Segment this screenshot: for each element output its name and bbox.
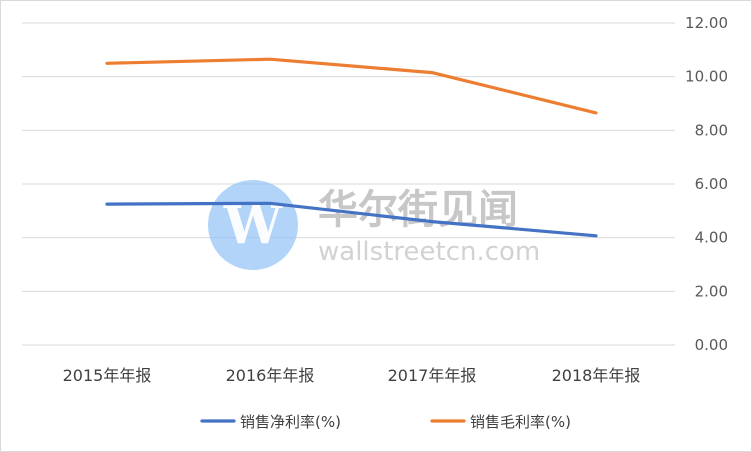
gridlines — [22, 22, 675, 346]
y-tick-label: 10.00 — [685, 68, 728, 86]
y-axis-ticks: 0.00 2.00 4.00 6.00 8.00 10.00 12.00 — [685, 14, 728, 354]
legend-label: 销售净利率(%) — [240, 413, 341, 431]
x-tick-label: 2015年年报 — [63, 366, 152, 385]
y-tick-label: 2.00 — [695, 282, 728, 300]
series-lines — [105, 57, 598, 238]
y-tick-label: 6.00 — [695, 175, 728, 193]
legend-label: 销售毛利率(%) — [470, 413, 571, 431]
legend: 销售净利率(%) 销售毛利率(%) — [200, 413, 571, 431]
y-tick-label: 12.00 — [685, 14, 728, 32]
x-tick-label: 2017年年报 — [388, 366, 477, 385]
x-tick-label: 2018年年报 — [552, 366, 641, 385]
x-tick-label: 2016年年报 — [226, 366, 315, 385]
watermark-en-text: wallstreetcn.com — [318, 237, 540, 267]
x-axis-ticks: 2015年年报 2016年年报 2017年年报 2018年年报 — [63, 366, 641, 385]
y-tick-label: 8.00 — [695, 121, 728, 139]
watermark: W 华尔街见闻 wallstreetcn.com — [208, 180, 540, 270]
series-line-1 — [105, 201, 598, 238]
y-tick-label: 4.00 — [695, 229, 728, 247]
y-tick-label: 0.00 — [695, 336, 728, 354]
series-line-2 — [105, 57, 598, 115]
